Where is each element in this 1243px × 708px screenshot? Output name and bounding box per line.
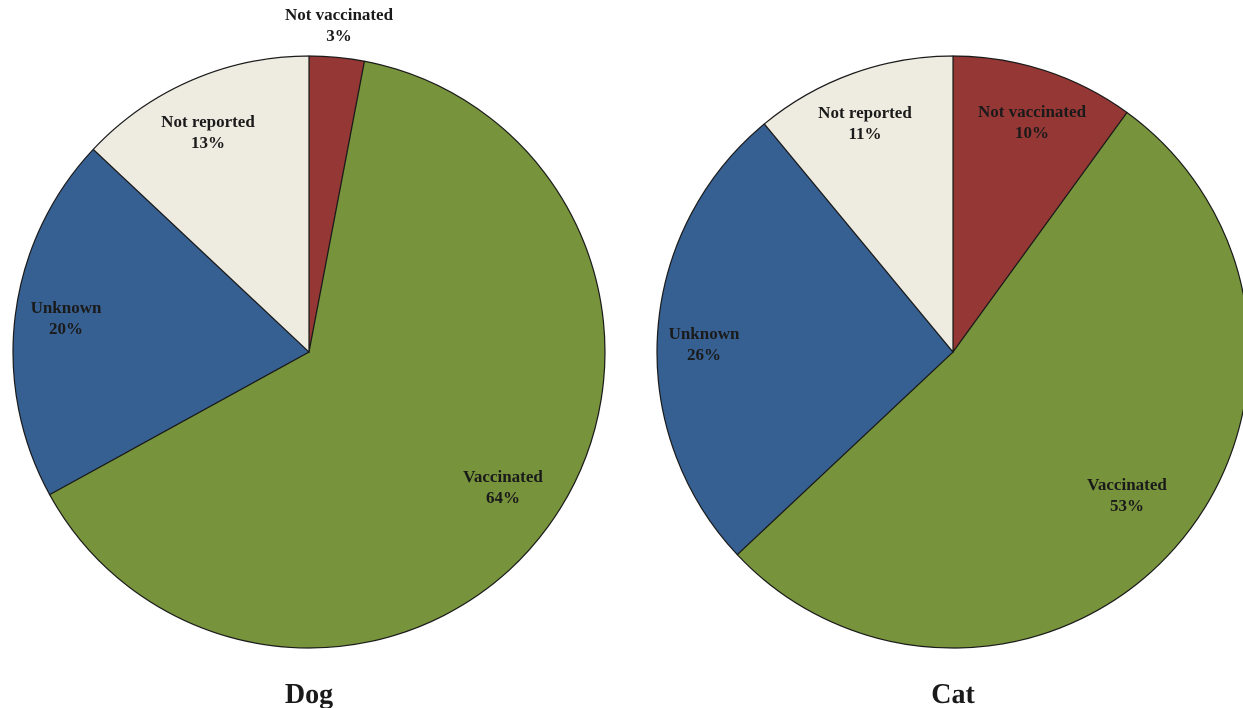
cat-slice-not-vaccinated: [952, 55, 1128, 354]
cat-label-value: 53%: [1110, 496, 1144, 515]
dog-label-name: Not reported: [161, 112, 255, 131]
cat-pie-chart: Not vaccinated 10% Vaccinated 53% Unknown 26%…: [656, 55, 1243, 708]
cat-label-name: Unknown: [669, 324, 740, 343]
cat-label-name: Not vaccinated: [978, 102, 1087, 121]
cat-label-name: Vaccinated: [1087, 475, 1167, 494]
cat-label-name: Not reported: [818, 103, 912, 122]
dog-label-value: 13%: [191, 133, 225, 152]
dog-label-name: Vaccinated: [463, 467, 543, 486]
cat-chart-title: Cat: [931, 679, 975, 708]
dog-label-vaccinated: Vaccinated 64%: [463, 467, 543, 507]
cat-label-value: 10%: [1015, 123, 1049, 142]
cat-label-not-vaccinated: Not vaccinated 10%: [978, 102, 1087, 142]
dog-slice-unknown: [12, 148, 311, 496]
cat-label-not-reported: Not reported 11%: [818, 103, 912, 143]
dog-slice-not-reported: [92, 55, 310, 354]
cat-label-vaccinated: Vaccinated 53%: [1087, 475, 1167, 515]
cat-slice-not-reported: [763, 55, 954, 354]
cat-label-unknown: Unknown 26%: [669, 324, 740, 364]
dog-label-name: Not vaccinated: [285, 5, 394, 24]
cat-slice-vaccinated: [736, 111, 1243, 649]
dog-chart-title: Dog: [285, 679, 333, 708]
cat-slice-unknown: [656, 123, 954, 556]
dog-label-not-reported: Not reported 13%: [161, 112, 255, 152]
dog-label-not-vaccinated: Not vaccinated 3%: [285, 5, 394, 45]
cat-label-value: 11%: [848, 124, 881, 143]
cat-label-value: 26%: [687, 345, 721, 364]
dog-label-value: 20%: [49, 319, 83, 338]
dog-pie-chart: Not vaccinated 3% Vaccinated 64% Unknown 20% N…: [12, 5, 606, 708]
dog-label-unknown: Unknown 20%: [31, 298, 102, 338]
dog-label-value: 64%: [486, 488, 520, 507]
dog-label-name: Unknown: [31, 298, 102, 317]
dog-slice-vaccinated: [48, 60, 606, 649]
dog-label-value: 3%: [326, 26, 352, 45]
